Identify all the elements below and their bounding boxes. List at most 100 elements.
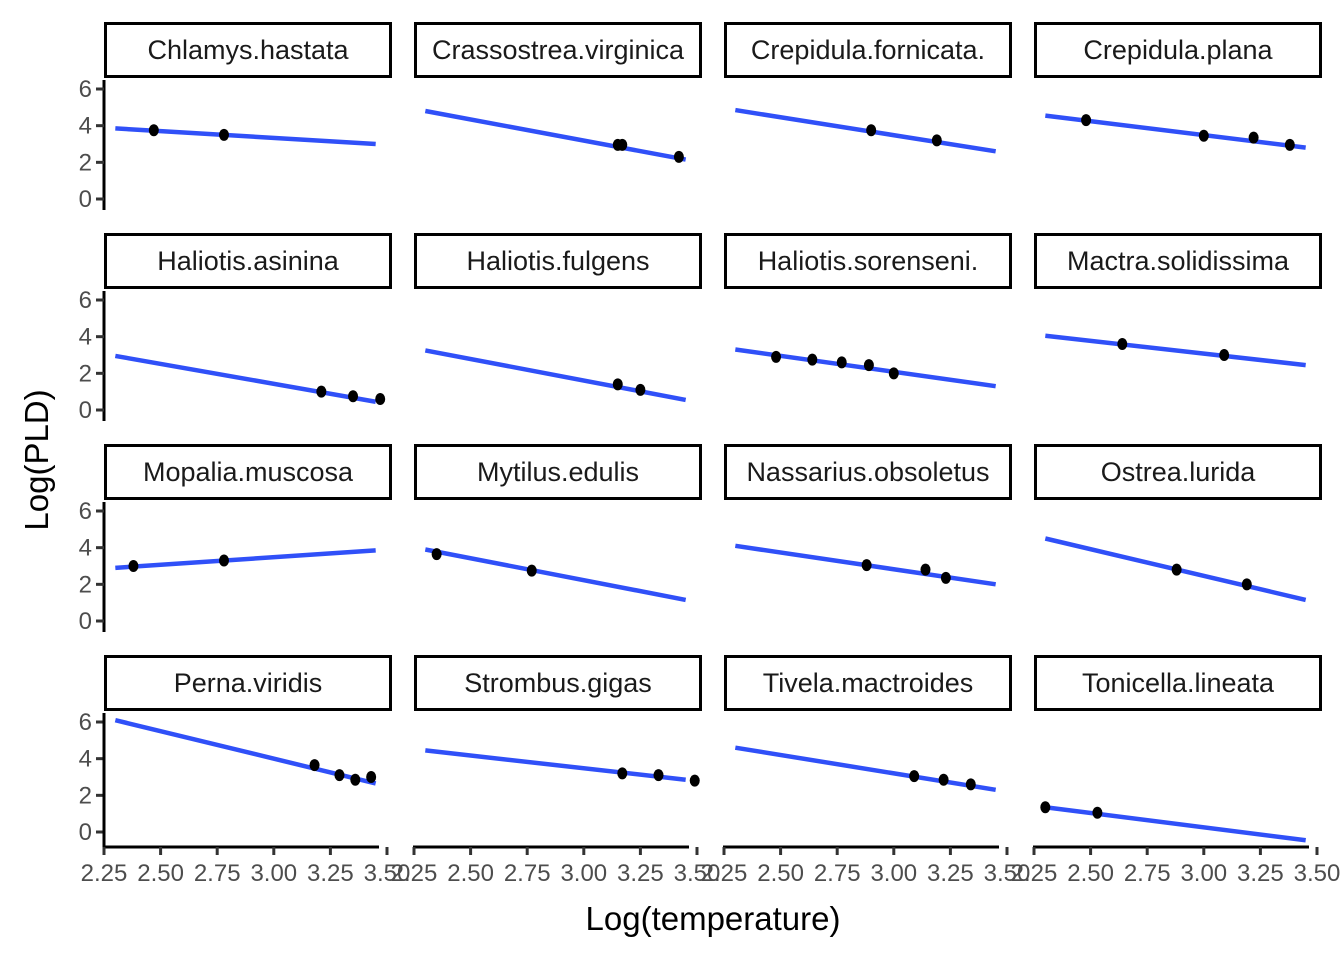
x-tick-label: 3.25 (307, 860, 354, 887)
data-point (366, 771, 377, 783)
facet-strip-label: Crepidula.fornicata. (751, 35, 985, 65)
facet-panel: Strombus.gigas 2.25 2.50 2.75 3.00 3.25 3.50 (391, 655, 720, 887)
data-point (836, 356, 847, 369)
facet-strip (1034, 233, 1322, 289)
data-point (617, 138, 628, 151)
facet-strip-label: Haliotis.fulgens (466, 246, 649, 276)
facet-panel: Nassarius.obsoletus (724, 444, 1012, 587)
y-tick-label: 4 (79, 746, 92, 773)
data-point (888, 367, 899, 380)
y-tick-label: 6 (79, 709, 92, 736)
facet-panel: Tivela.mactroides 2.25 2.50 2.75 3.00 3.25 3.5… (701, 655, 1030, 887)
fit-line (1045, 805, 1306, 843)
data-point (1117, 338, 1128, 350)
data-point (920, 563, 931, 576)
facet-strip-label: Perna.viridis (174, 668, 323, 698)
data-point (1171, 563, 1182, 576)
data-point (431, 548, 442, 561)
facet-panel: Mytilus.edulis (414, 444, 702, 603)
facet-strip (1034, 655, 1322, 711)
facet-strip-label: Ostrea.lurida (1101, 457, 1257, 487)
data-point (689, 774, 700, 787)
data-point (1219, 349, 1230, 361)
facet-strip-label: Haliotis.asinina (157, 246, 340, 276)
x-tick-label: 2.75 (504, 860, 551, 887)
facet-strip (1034, 22, 1322, 78)
data-point (148, 124, 159, 137)
data-point (1284, 138, 1295, 151)
data-point (316, 385, 327, 398)
facet-panel: Mactra.solidissima (1034, 233, 1322, 368)
facet-strip (724, 233, 1012, 289)
data-point (309, 759, 320, 772)
data-point (218, 128, 229, 141)
data-point (218, 554, 229, 567)
x-tick-label: 2.75 (194, 860, 241, 887)
data-point (635, 383, 646, 396)
fit-line (424, 108, 687, 162)
x-tick-label: 2.50 (1067, 860, 1114, 887)
facet-panel: Tonicella.lineata 2.25 2.50 2.75 3.00 3.25 3.5… (1011, 655, 1341, 887)
fit-line (424, 547, 687, 603)
data-point (128, 560, 139, 572)
y-tick-label: 0 (79, 608, 92, 635)
y-tick-label: 0 (79, 186, 92, 213)
y-tick-label: 2 (79, 149, 92, 176)
facet-strip (724, 655, 1012, 711)
x-tick-label: 3.25 (1237, 860, 1284, 887)
facet-strip (104, 22, 392, 78)
data-point (1092, 806, 1103, 819)
facet-panel: Crepidula.fornicata. (724, 22, 1012, 154)
data-point (807, 353, 818, 366)
y-tick-label: 0 (79, 397, 92, 424)
data-point (866, 124, 877, 137)
data-point (653, 769, 664, 782)
x-tick-label: 2.75 (1124, 860, 1171, 887)
facet-strip-label: Nassarius.obsoletus (746, 457, 989, 487)
facet-panels: Chlamys.hastata 0 2 4 6 Crassostrea.virginica… (79, 22, 1341, 887)
data-point (909, 770, 920, 783)
data-point (612, 378, 623, 391)
y-tick-label: 4 (79, 535, 92, 562)
x-tick-label: 3.00 (1180, 860, 1227, 887)
data-point (861, 559, 872, 572)
facet-panel: Ostrea.lurida (1034, 444, 1322, 603)
facet-strip (1034, 444, 1322, 500)
data-point (940, 571, 951, 584)
facet-strip-label: Crassostrea.virginica (432, 35, 685, 65)
data-point (673, 150, 684, 163)
x-tick-label: 2.75 (814, 860, 861, 887)
facet-strip-label: Mytilus.edulis (477, 457, 639, 487)
x-tick-label: 2.50 (447, 860, 494, 887)
x-tick-label: 3.50 (1294, 860, 1341, 887)
facet-strip-label: Mopalia.muscosa (143, 457, 354, 487)
facet-strip-label: Tivela.mactroides (763, 668, 974, 698)
y-tick-label: 6 (79, 287, 92, 314)
x-tick-label: 2.25 (701, 860, 748, 887)
x-tick-label: 2.25 (391, 860, 438, 887)
x-tick-label: 3.00 (250, 860, 297, 887)
x-tick-label: 3.00 (870, 860, 917, 887)
x-tick-label: 2.50 (137, 860, 184, 887)
facet-panel: Mopalia.muscosa 0 2 4 6 (79, 444, 392, 635)
data-point (1241, 578, 1252, 591)
facet-panel: Haliotis.sorenseni. (724, 233, 1012, 389)
data-point (334, 769, 345, 782)
data-point (771, 350, 782, 363)
data-point (348, 390, 359, 403)
data-point (1198, 129, 1209, 142)
x-tick-label: 3.25 (617, 860, 664, 887)
facet-strip-label: Strombus.gigas (464, 668, 652, 698)
facet-strip (104, 655, 392, 711)
facet-panel: Haliotis.fulgens (414, 233, 702, 403)
facet-strip (104, 444, 392, 500)
data-point (1040, 801, 1051, 814)
facet-strip-label: Crepidula.plana (1083, 35, 1273, 65)
fit-line (424, 348, 687, 403)
facet-panel: Chlamys.hastata 0 2 4 6 (79, 22, 392, 213)
data-point (1081, 114, 1092, 127)
y-tick-label: 6 (79, 76, 92, 103)
fit-line (114, 353, 377, 404)
y-tick-label: 0 (79, 819, 92, 846)
data-point (931, 134, 942, 147)
